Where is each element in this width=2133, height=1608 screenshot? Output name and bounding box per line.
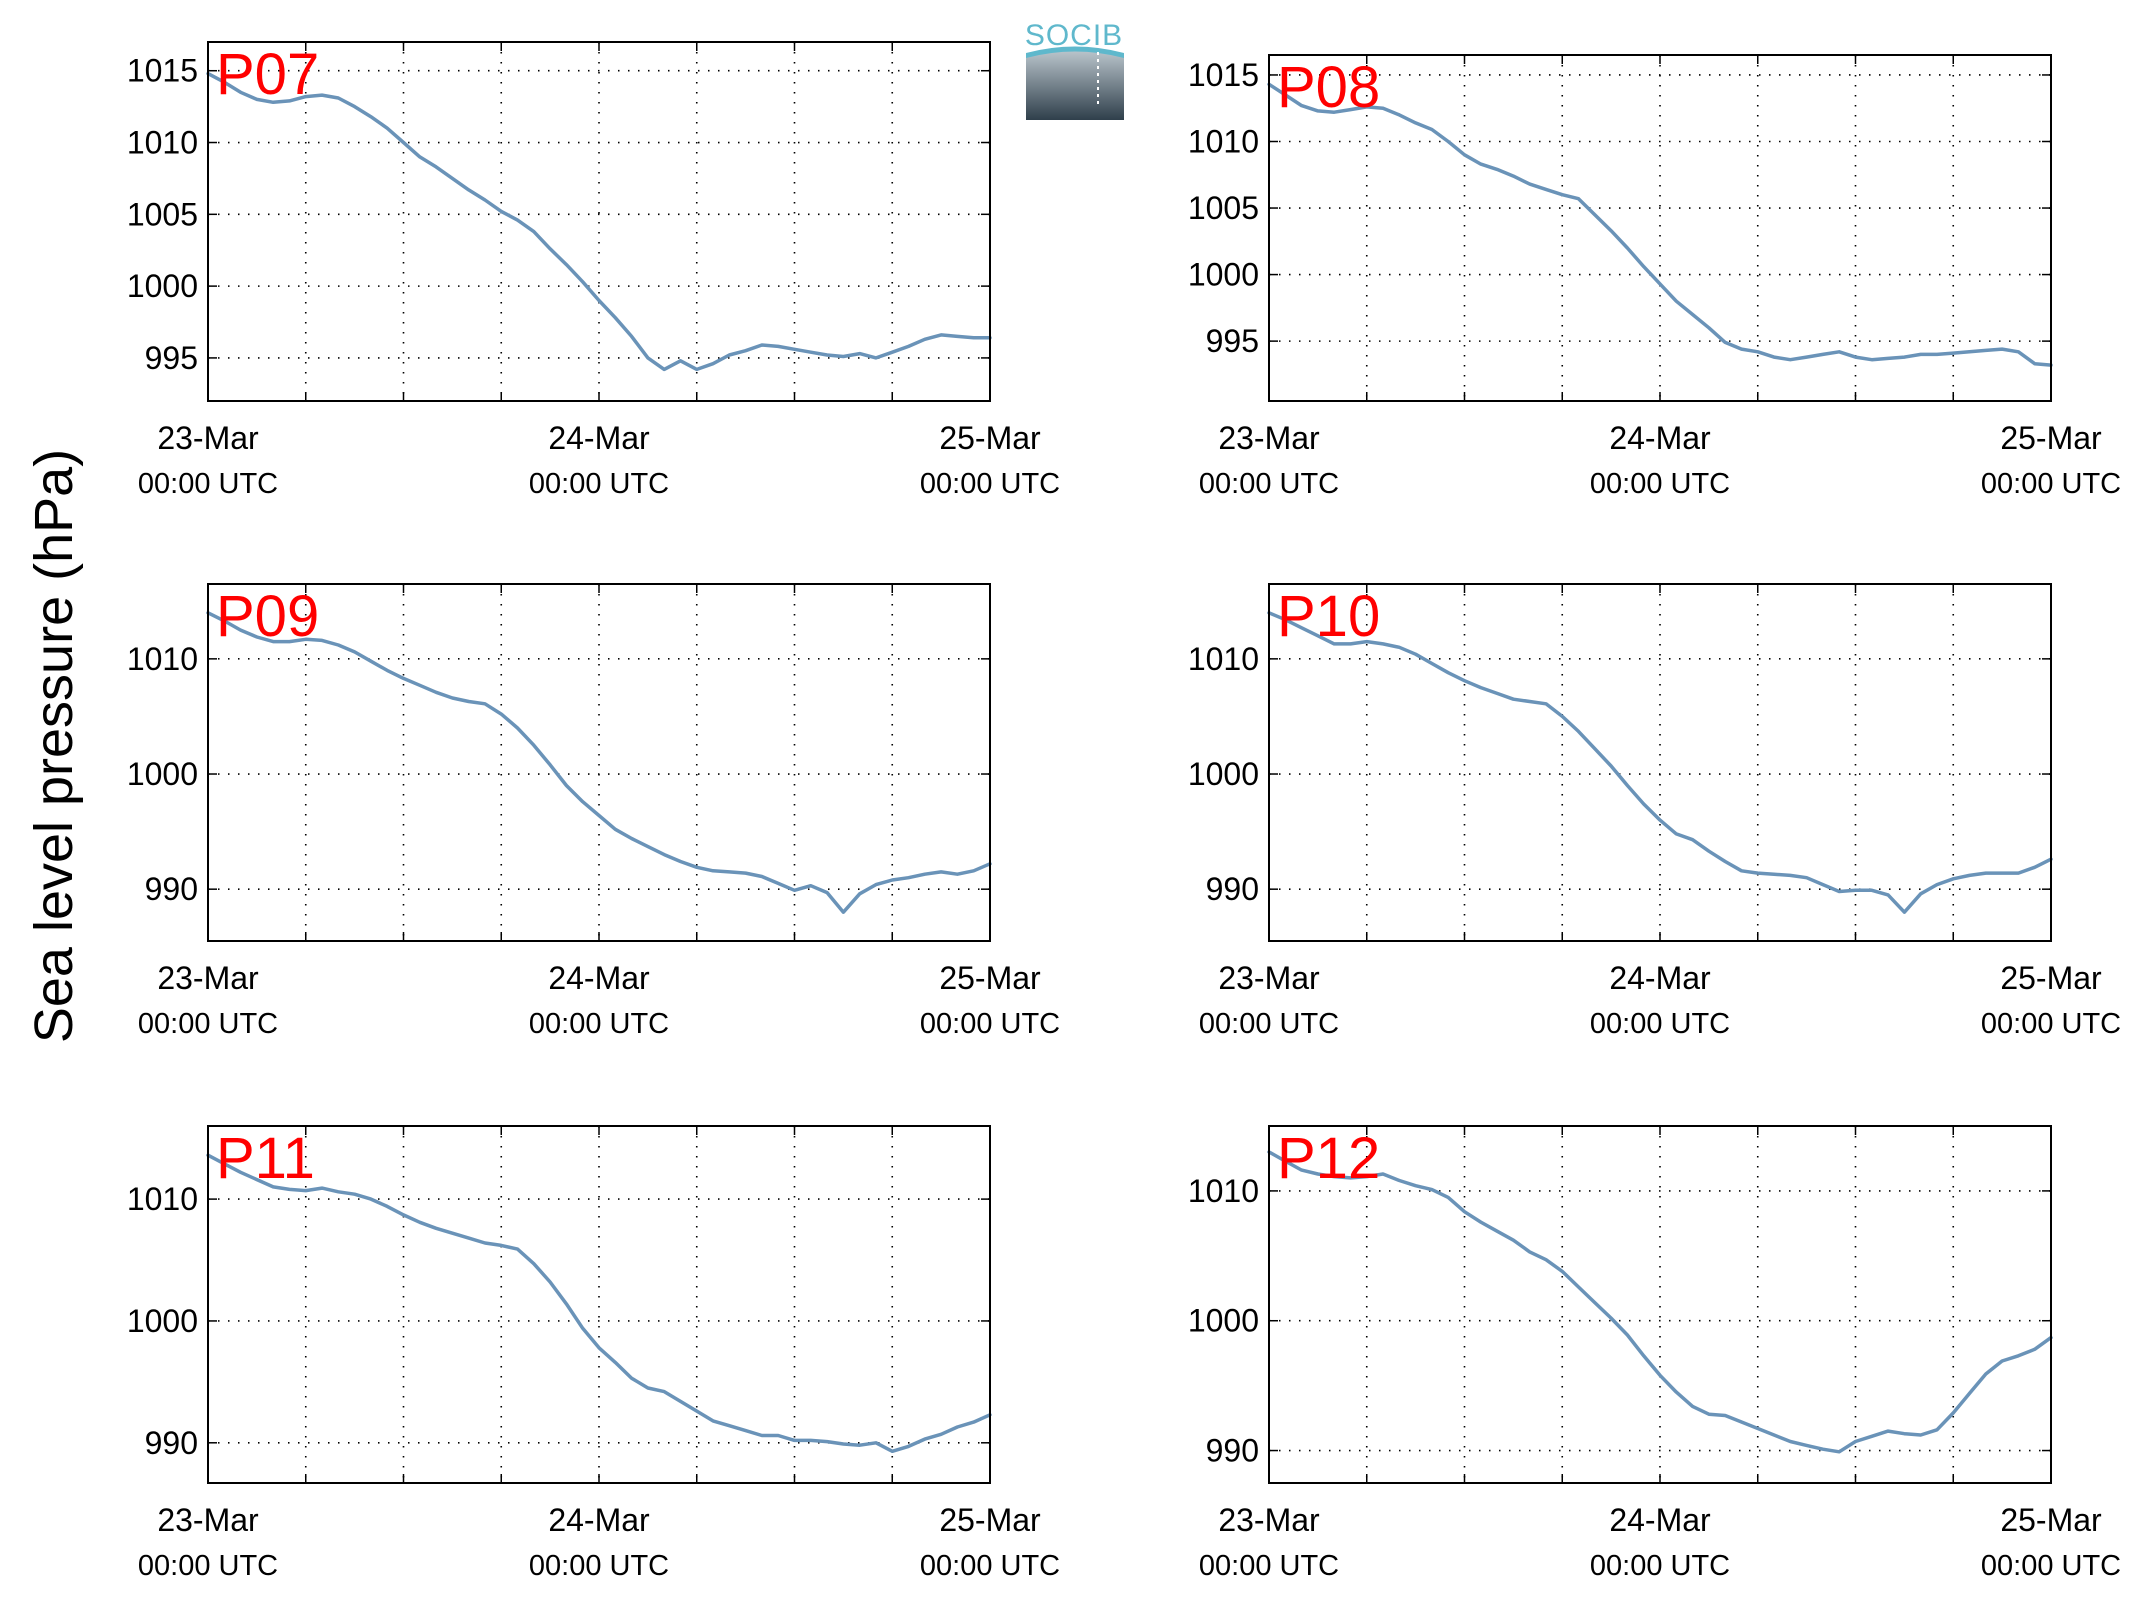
socib-logo: SOCIB — [1025, 19, 1124, 120]
panel-label: P12 — [1277, 1126, 1380, 1191]
panel-P07: 995 1000 1005 1010 1015 23-Mar 00:00 UTC 24-Mar… — [127, 41, 1060, 500]
panel-label: P10 — [1277, 584, 1380, 649]
y-tick-label: 1010 — [1188, 1173, 1259, 1209]
x-tick-label: 24-Mar — [1609, 1502, 1711, 1538]
x-tick-label: 23-Mar — [1218, 1502, 1320, 1538]
x-tick-sublabel: 00:00 UTC — [920, 1008, 1060, 1040]
y-tick-label: 1000 — [127, 756, 198, 792]
series-line-P10 — [1267, 611, 2053, 914]
series-line-P11 — [206, 1153, 992, 1454]
y-tick-label: 990 — [145, 1425, 198, 1461]
x-tick-label: 23-Mar — [157, 1502, 259, 1538]
panel-label: P07 — [216, 42, 319, 107]
panel-P12: 990 1000 1010 23-Mar 00:00 UTC 24-Mar 00:00 UT… — [1188, 1125, 2121, 1582]
series-line-P12 — [1267, 1150, 2053, 1454]
x-tick-sublabel: 00:00 UTC — [529, 468, 669, 500]
axes-frame — [207, 41, 991, 402]
x-tick-label: 24-Mar — [1609, 420, 1711, 456]
x-tick-label: 23-Mar — [1218, 420, 1320, 456]
x-tick-sublabel: 00:00 UTC — [529, 1550, 669, 1582]
y-tick-label: 1000 — [127, 1303, 198, 1339]
axes-frame — [1268, 583, 2052, 942]
x-tick-sublabel: 00:00 UTC — [1981, 468, 2121, 500]
panel-P09: 990 1000 1010 23-Mar 00:00 UTC 24-Mar 00:00 UT… — [127, 583, 1060, 1040]
x-tick-sublabel: 00:00 UTC — [529, 1008, 669, 1040]
y-tick-label: 1005 — [127, 196, 198, 232]
x-tick-label: 23-Mar — [1218, 960, 1320, 996]
y-tick-label: 1010 — [1188, 124, 1259, 160]
x-tick-sublabel: 00:00 UTC — [1199, 468, 1339, 500]
x-tick-label: 24-Mar — [548, 420, 650, 456]
y-tick-label: 1010 — [127, 641, 198, 677]
y-tick-label: 1010 — [127, 125, 198, 161]
panel-P08: 995 1000 1005 1010 1015 23-Mar 00:00 UTC 24-Mar… — [1188, 54, 2121, 500]
y-tick-label: 1000 — [127, 268, 198, 304]
axes-frame — [1268, 54, 2052, 402]
x-tick-sublabel: 00:00 UTC — [920, 468, 1060, 500]
socib-logo-text: SOCIB — [1025, 19, 1123, 52]
x-tick-sublabel: 00:00 UTC — [1590, 1008, 1730, 1040]
y-axis-label: Sea level pressure (hPa) — [24, 449, 84, 1043]
x-tick-sublabel: 00:00 UTC — [138, 1008, 278, 1040]
y-tick-label: 995 — [145, 340, 198, 376]
x-tick-sublabel: 00:00 UTC — [1981, 1550, 2121, 1582]
x-tick-label: 24-Mar — [1609, 960, 1711, 996]
y-tick-label: 1015 — [1188, 57, 1259, 93]
x-tick-label: 25-Mar — [939, 960, 1041, 996]
panel-label: P09 — [216, 584, 319, 649]
y-tick-label: 990 — [1206, 1433, 1259, 1469]
y-tick-label: 990 — [1206, 871, 1259, 907]
x-tick-label: 25-Mar — [2000, 420, 2102, 456]
x-tick-label: 24-Mar — [548, 960, 650, 996]
x-tick-label: 25-Mar — [939, 420, 1041, 456]
axes-frame — [1268, 1125, 2052, 1484]
y-tick-label: 1000 — [1188, 756, 1259, 792]
y-tick-label: 990 — [145, 871, 198, 907]
x-tick-label: 23-Mar — [157, 420, 259, 456]
x-tick-sublabel: 00:00 UTC — [920, 1550, 1060, 1582]
panel-P10: 990 1000 1010 23-Mar 00:00 UTC 24-Mar 00:00 UT… — [1188, 583, 2121, 1040]
y-tick-label: 1000 — [1188, 257, 1259, 293]
x-tick-sublabel: 00:00 UTC — [1199, 1550, 1339, 1582]
socib-logo-block — [1026, 51, 1124, 120]
x-tick-label: 23-Mar — [157, 960, 259, 996]
x-tick-label: 25-Mar — [939, 1502, 1041, 1538]
y-tick-label: 1010 — [1188, 641, 1259, 677]
x-tick-label: 25-Mar — [2000, 1502, 2102, 1538]
panel-label: P11 — [216, 1126, 315, 1191]
axes-frame — [207, 1125, 991, 1484]
y-tick-label: 1010 — [127, 1181, 198, 1217]
y-tick-label: 995 — [1206, 323, 1259, 359]
x-tick-sublabel: 00:00 UTC — [1981, 1008, 2121, 1040]
x-tick-sublabel: 00:00 UTC — [138, 468, 278, 500]
x-tick-sublabel: 00:00 UTC — [138, 1550, 278, 1582]
series-line-P07 — [206, 71, 992, 372]
series-line-P08 — [1267, 82, 2053, 367]
panel-label: P08 — [1277, 55, 1380, 120]
y-tick-label: 1005 — [1188, 190, 1259, 226]
panel-P11: 990 1000 1010 23-Mar 00:00 UTC 24-Mar 00:00 UT… — [127, 1125, 1060, 1582]
x-tick-label: 24-Mar — [548, 1502, 650, 1538]
axes-frame — [207, 583, 991, 942]
x-tick-sublabel: 00:00 UTC — [1590, 1550, 1730, 1582]
x-tick-label: 25-Mar — [2000, 960, 2102, 996]
x-tick-sublabel: 00:00 UTC — [1590, 468, 1730, 500]
y-tick-label: 1000 — [1188, 1303, 1259, 1339]
y-tick-label: 1015 — [127, 53, 198, 89]
series-line-P09 — [206, 611, 992, 914]
x-tick-sublabel: 00:00 UTC — [1199, 1008, 1339, 1040]
